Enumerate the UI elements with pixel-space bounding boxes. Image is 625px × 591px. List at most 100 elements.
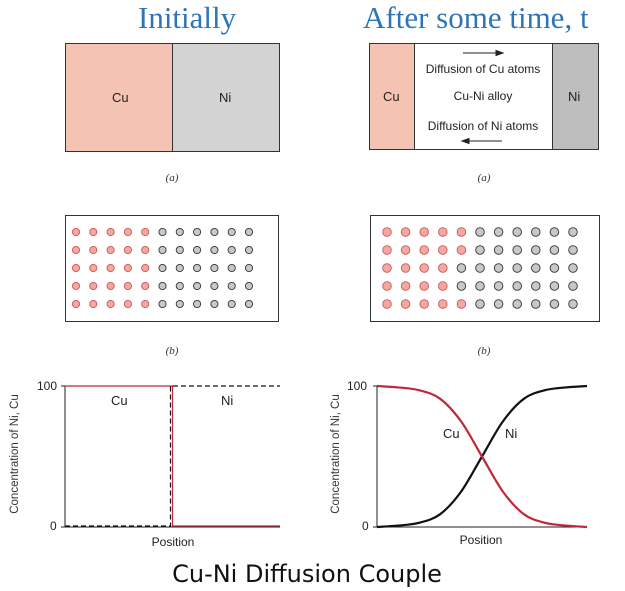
ni-atom-initial (158, 245, 167, 255)
ni-atom-after (512, 245, 522, 255)
cu-atom-after (438, 263, 448, 273)
caption-a-right: (a) (477, 172, 491, 184)
ni-atom-initial (193, 227, 202, 237)
cu-atom-initial (141, 227, 150, 237)
ni-atom-after (531, 245, 541, 255)
ni-atom-initial (158, 227, 167, 237)
cu-atom-after (400, 263, 411, 273)
ni-atom-initial (175, 263, 184, 273)
cu-atom-after (438, 281, 448, 291)
cu-atom-initial (106, 281, 115, 291)
cu-atom-initial (106, 245, 115, 255)
ni-atom-after (531, 299, 541, 309)
ni-atom-after (568, 263, 578, 273)
ni-atom-initial (193, 299, 202, 309)
arrow-right-head-icon (495, 49, 505, 57)
ni-atom-initial (193, 263, 202, 273)
cu-atom-initial (141, 245, 150, 255)
cu-line-initial (65, 385, 280, 527)
cu-atom-after (400, 299, 411, 309)
y-tick-100-left: 100 (37, 379, 58, 393)
ni-atom-initial (158, 299, 167, 309)
x-axis-label-left: Position (151, 535, 195, 549)
cu-atom-after (419, 263, 429, 273)
ni-atom-after (549, 227, 560, 237)
ni-atom-after (531, 263, 541, 273)
diffusion-cu-label: Diffusion of Cu atoms (425, 62, 541, 76)
alloy-label: Cu-Ni alloy (453, 89, 513, 103)
cu-atom-initial (71, 245, 81, 255)
ni-atom-after (531, 227, 541, 237)
cu-atom-initial (141, 299, 150, 309)
ni-atom-initial (244, 227, 254, 237)
ni-atom-after (493, 227, 504, 237)
cu-atom-after (456, 245, 467, 255)
y-axis-label-right: Concentration of Ni, Cu (330, 394, 342, 514)
cu-label-after: Cu (383, 89, 400, 104)
arrow-left-head-icon (460, 137, 470, 145)
ni-atom-after (512, 281, 522, 291)
ni-atom-after (475, 245, 485, 255)
ni-atom-after (493, 299, 504, 309)
cu-atom-initial (106, 227, 115, 237)
cu-atom-initial (106, 299, 115, 309)
cu-atom-after (419, 299, 429, 309)
heading-initially: Initially (138, 0, 237, 35)
ni-label-after: Ni (568, 89, 581, 104)
cu-atom-after (438, 245, 448, 255)
footer-title: Cu-Ni Diffusion Couple (172, 560, 442, 588)
ni-block-after (552, 43, 599, 150)
cu-atom-initial (71, 281, 81, 291)
ni-atom-after (493, 245, 504, 255)
caption-b-left: (b) (165, 345, 179, 357)
x-axis-label-right: Position (459, 533, 503, 547)
ni-atom-initial (210, 227, 219, 237)
ni-atom-after (568, 299, 578, 309)
cu-atom-initial (89, 245, 98, 255)
ni-atom-after (512, 263, 522, 273)
cu-atom-after (400, 227, 411, 237)
cu-label-initial: Cu (112, 90, 129, 105)
cu-curve-label-right: Cu (443, 426, 460, 441)
ni-atom-initial (193, 245, 202, 255)
cu-atom-after (382, 281, 392, 291)
cu-curve-label-left: Cu (111, 393, 128, 408)
cu-atom-initial (123, 245, 132, 255)
cu-atom-after (382, 227, 392, 237)
ni-atom-initial (210, 281, 219, 291)
heading-after-time: After some time, t (363, 0, 589, 35)
cu-atom-initial (89, 299, 98, 309)
cu-atom-initial (123, 227, 132, 237)
ni-atom-after (531, 281, 541, 291)
cu-block-initial (65, 43, 173, 152)
ni-atom-initial (227, 299, 236, 309)
ni-atom-initial (210, 299, 219, 309)
y-tick-100-right: 100 (347, 379, 368, 393)
cu-atom-initial (141, 263, 150, 273)
ni-atom-initial (175, 245, 184, 255)
ni-atom-after (456, 263, 467, 273)
cu-atom-after (382, 263, 392, 273)
ni-atom-initial (244, 245, 254, 255)
ni-atom-initial (175, 281, 184, 291)
cu-atom-after (419, 281, 429, 291)
ni-atom-after (512, 227, 522, 237)
cu-atom-initial (141, 281, 150, 291)
ni-atom-after (493, 281, 504, 291)
cu-atom-initial (89, 281, 98, 291)
caption-a-left: (a) (165, 172, 179, 184)
ni-atom-initial (158, 281, 167, 291)
ni-atom-initial (227, 281, 236, 291)
ni-atom-after (549, 299, 560, 309)
alloy-block (414, 43, 553, 150)
ni-atom-after (549, 245, 560, 255)
ni-atom-after (568, 281, 578, 291)
ni-label-initial: Ni (219, 90, 232, 105)
y-tick-0-right: 0 (362, 519, 369, 533)
cu-atom-after (382, 299, 392, 309)
cu-atom-after (456, 299, 467, 309)
lattice-initial (65, 215, 279, 322)
